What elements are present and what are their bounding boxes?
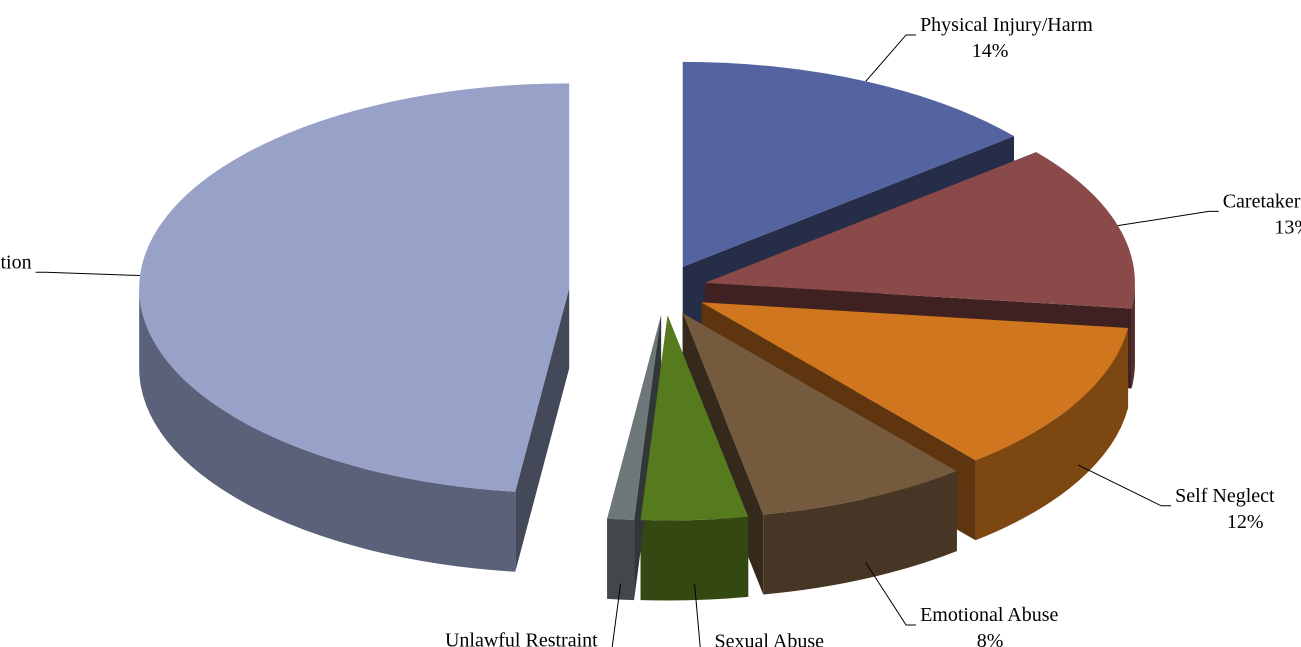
slice-tops — [139, 61, 1135, 521]
outer-wall — [1131, 282, 1135, 389]
outer-wall — [607, 518, 635, 601]
value-label: 13% — [1274, 216, 1301, 238]
category-label: Unlawful Restraint — [445, 630, 598, 647]
outer-wall — [763, 471, 957, 595]
radial-wall — [515, 288, 570, 572]
leader-line — [694, 584, 701, 647]
slice — [607, 315, 662, 521]
value-label: 12% — [1227, 511, 1264, 533]
slice — [682, 61, 1015, 267]
slice — [701, 302, 1129, 461]
slice — [704, 152, 1135, 309]
outer-wall — [975, 328, 1129, 541]
leader-line — [865, 562, 917, 626]
category-label: Emotional Abuse — [920, 604, 1058, 626]
leader-line — [865, 34, 917, 82]
outer-wall — [640, 516, 749, 601]
category-label: Physical Injury/Harm — [920, 14, 1093, 36]
slice — [640, 315, 749, 521]
leader-line — [1078, 464, 1172, 507]
slice-side — [139, 288, 570, 572]
value-label: 8% — [977, 630, 1004, 647]
category-label: Sexual Abuse — [715, 630, 825, 647]
value-label: 14% — [972, 40, 1009, 62]
category-label: Self Neglect — [1175, 485, 1275, 507]
leader-line — [35, 271, 141, 277]
leader-line — [1117, 210, 1219, 227]
outer-wall — [139, 288, 516, 572]
slice — [682, 313, 957, 515]
leader-line — [611, 583, 622, 647]
labels: Physical Injury/Harm 14% Caretaker Neglect… — [0, 14, 1301, 647]
category-label: Financial Exploitation — [0, 251, 32, 273]
slice — [139, 83, 570, 492]
category-label: Caretaker Neglect — [1223, 190, 1301, 212]
